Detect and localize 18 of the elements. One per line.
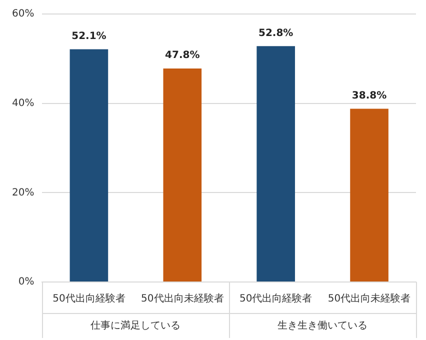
data-label: 52.1% (72, 30, 106, 42)
y-tick-label: 60% (12, 8, 34, 20)
text: 50代出向未経験者 (328, 294, 411, 305)
bar (256, 46, 295, 282)
x-tick-label: 生き生き働いている (278, 320, 368, 332)
series-label: 50代出向経験者 (52, 292, 126, 305)
y-tick-label: 40% (12, 98, 34, 109)
series-label: 50代出向未経験者 (141, 292, 224, 305)
bar (70, 49, 108, 282)
data-label: 38.8% (352, 90, 387, 102)
y-tick-label: 20% (12, 187, 34, 198)
bar (350, 108, 388, 282)
y-tick-label: 0% (18, 276, 34, 288)
bar (163, 68, 202, 282)
data-label: 52.8% (258, 28, 294, 39)
x-tick-label: 仕事に満足している (90, 320, 181, 332)
text: 50代出向経験者 (239, 294, 312, 305)
data-label: 47.8% (165, 50, 200, 62)
